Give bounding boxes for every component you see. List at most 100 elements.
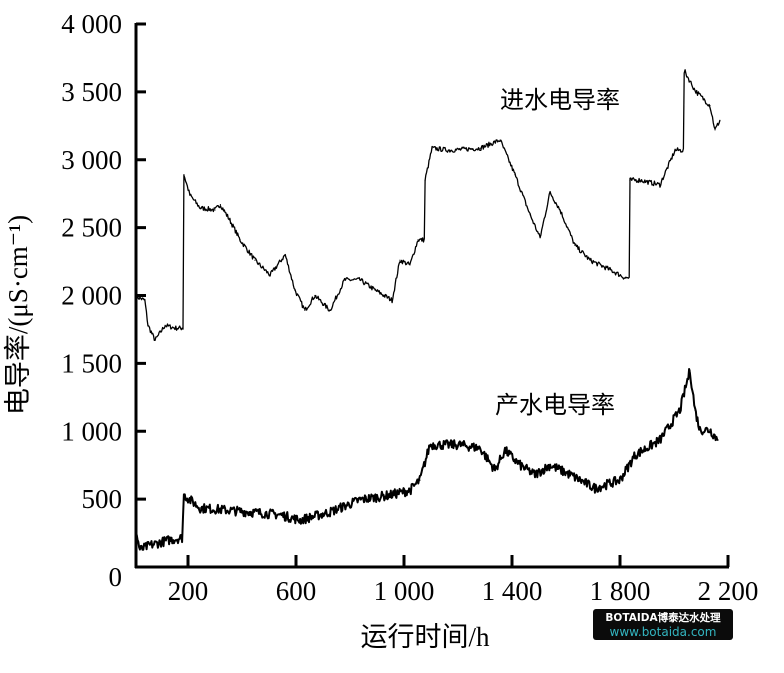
data-point-product (136, 534, 138, 536)
data-point-feed (374, 289, 376, 291)
data-point-feed (514, 174, 516, 176)
data-point-product (659, 439, 661, 441)
data-point-feed (174, 327, 176, 329)
data-point-product (694, 409, 696, 411)
data-point-product (389, 494, 391, 496)
data-point-feed (709, 104, 711, 107)
data-point-feed (499, 139, 501, 141)
data-point-product (634, 454, 636, 456)
data-point-product (549, 464, 551, 466)
data-point-feed (684, 71, 686, 73)
data-point-feed (183, 174, 185, 176)
data-point-feed (431, 147, 433, 149)
x-tick-label: 2 200 (698, 576, 759, 606)
data-point-product (717, 439, 719, 441)
series-lines (135, 69, 721, 551)
data-point-feed (199, 207, 201, 209)
data-point-feed (154, 339, 156, 341)
series-label-product: 产水电导率 (495, 391, 615, 419)
data-point-product (709, 429, 711, 431)
data-point-product (279, 514, 281, 516)
axes: 0 500 1 000 1 500 2 000 2 500 3 000 3 500 4 000 2… (61, 9, 758, 606)
data-point-feed (391, 299, 393, 301)
data-point-product (494, 469, 496, 471)
data-point-product (519, 464, 521, 466)
data-point-product (459, 444, 461, 446)
y-tick-label: 0 (109, 562, 123, 592)
data-point-feed (574, 244, 576, 246)
data-point-feed (714, 129, 716, 131)
data-point-feed (189, 194, 191, 196)
data-point-feed (694, 89, 696, 92)
data-point-feed (314, 294, 316, 297)
data-point-product (419, 479, 421, 481)
y-tick-label: 3 000 (61, 145, 122, 175)
y-tick-label: 2 000 (61, 281, 122, 311)
data-point-feed (284, 254, 286, 256)
y-axis-title: 电导率/(μS·cm⁻¹) (3, 215, 33, 415)
y-tick-label: 4 000 (61, 9, 122, 39)
data-point-feed (254, 259, 256, 261)
data-point-product (183, 494, 185, 496)
data-point-product (359, 499, 361, 501)
y-tick-label: 1 500 (61, 348, 122, 378)
data-point-feed (559, 209, 561, 211)
data-point-feed (639, 179, 641, 181)
data-point-feed (674, 149, 676, 151)
data-point-feed (147, 324, 149, 326)
data-point-product (329, 511, 331, 513)
data-point-product (689, 369, 691, 371)
data-point-feed (359, 279, 361, 281)
y-tick-label: 3 500 (61, 77, 122, 107)
data-point-product (679, 409, 681, 411)
data-point-feed (529, 214, 531, 216)
x-axis-title: 运行时间/h (360, 622, 490, 652)
data-point-feed (239, 239, 241, 241)
data-point-product (429, 444, 431, 446)
x-tick-label: 1 000 (374, 576, 435, 606)
data-point-product (149, 544, 151, 546)
data-point-feed (409, 264, 411, 266)
data-point-feed (144, 299, 146, 301)
data-point-feed (329, 309, 331, 312)
x-tick-label: 600 (276, 576, 317, 606)
data-point-feed (136, 296, 138, 298)
data-point-feed (417, 239, 419, 241)
data-point-product (409, 489, 411, 491)
data-point-feed (539, 237, 541, 239)
data-point-product (699, 429, 701, 431)
data-point-feed (609, 269, 611, 271)
data-point-feed (229, 219, 231, 221)
data-point-feed (294, 289, 296, 291)
data-point-product (569, 474, 571, 476)
data-point-feed (424, 179, 426, 181)
data-point-feed (549, 191, 551, 193)
data-point-product (534, 474, 536, 476)
data-point-feed (214, 209, 216, 211)
data-point-product (249, 511, 251, 513)
watermark-line1: BOTAIDA博泰达水处理 (605, 612, 721, 624)
data-point-feed (479, 147, 481, 149)
x-tick-label: 1 400 (482, 576, 543, 606)
data-point-product (199, 507, 201, 509)
data-point-feed (449, 149, 451, 151)
data-point-product (594, 487, 596, 489)
data-point-feed (719, 119, 721, 121)
data-point-feed (659, 184, 661, 186)
data-point-product (479, 447, 481, 449)
data-point-product (504, 449, 506, 451)
data-point-feed (624, 277, 626, 279)
data-point-feed (629, 179, 631, 181)
data-point-product (619, 479, 621, 481)
y-tick-label: 1 000 (61, 416, 122, 446)
watermark-line2: www.botaida.com (609, 625, 717, 639)
x-tick-label: 200 (168, 576, 209, 606)
data-point-feed (181, 327, 183, 329)
y-tick-label: 2 500 (61, 213, 122, 243)
x-tick-label: 1 800 (590, 576, 651, 606)
data-point-feed (219, 203, 221, 206)
series-line-product (135, 368, 719, 551)
y-tick-label: 500 (82, 484, 123, 514)
